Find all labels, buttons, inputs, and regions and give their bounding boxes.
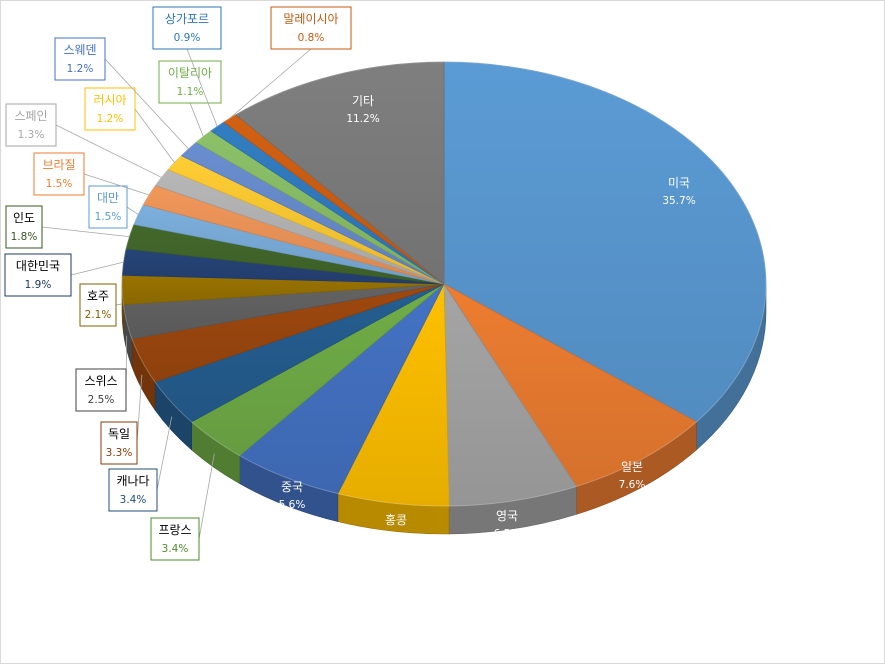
callout-box-19 bbox=[270, 6, 352, 50]
slice-label-9: 호주 bbox=[87, 289, 109, 303]
leader-line-16 bbox=[104, 58, 189, 150]
slice-value-20: 11.2% bbox=[346, 113, 379, 125]
callout-box-6 bbox=[108, 468, 158, 512]
slice-value-17: 1.1% bbox=[177, 86, 204, 98]
slice-value-7: 3.3% bbox=[106, 447, 133, 459]
slice-label-6: 캐나다 bbox=[116, 474, 149, 488]
slice-value-10: 1.9% bbox=[25, 279, 52, 291]
leader-line-17 bbox=[189, 102, 204, 137]
slice-value-19: 0.8% bbox=[298, 32, 325, 44]
slice-label-3: 홍콩 bbox=[385, 513, 407, 527]
slice-label-13: 브라질 bbox=[42, 158, 75, 172]
pie-rim bbox=[121, 61, 767, 507]
slice-label-8: 스위스 bbox=[84, 374, 117, 388]
data-labels: 미국 35.7% 일본 7.6% 영국 6.5% 홍콩 5.6% 중국 5.6% 프랑스 3.4% 캐나… bbox=[4, 6, 696, 561]
slice-label-17: 이탈리아 bbox=[168, 66, 212, 80]
slice-value-9: 2.1% bbox=[85, 309, 112, 321]
slice-label-11: 인도 bbox=[13, 211, 35, 225]
slice-label-14: 스페인 bbox=[14, 109, 47, 123]
slice-value-13: 1.5% bbox=[46, 178, 73, 190]
slice-label-18: 상가포르 bbox=[165, 12, 209, 26]
callout-box-5 bbox=[150, 517, 200, 561]
callout-box-7 bbox=[100, 421, 138, 465]
slice-label-5: 프랑스 bbox=[158, 523, 191, 537]
callout-box-18 bbox=[152, 6, 222, 50]
pie-slice-2[interactable] bbox=[443, 282, 577, 507]
pie-slice-0[interactable] bbox=[443, 61, 767, 423]
slice-value-11: 1.8% bbox=[11, 231, 38, 243]
slice-value-1: 7.6% bbox=[619, 479, 646, 491]
slice-value-2: 6.5% bbox=[494, 528, 521, 540]
slice-label-1: 일본 bbox=[621, 460, 643, 474]
callout-box-8 bbox=[75, 368, 127, 412]
pie-slice-20[interactable] bbox=[235, 61, 445, 285]
callout-box-16 bbox=[54, 37, 106, 81]
callout-box-9 bbox=[79, 283, 117, 327]
callout-box-10 bbox=[4, 253, 72, 297]
leader-line-14 bbox=[55, 124, 162, 178]
slice-label-0: 미국 bbox=[668, 176, 690, 190]
callout-box-11 bbox=[5, 205, 43, 249]
pie-slice-1[interactable] bbox=[443, 283, 697, 487]
callout-box-13 bbox=[33, 152, 85, 196]
slice-value-4: 5.6% bbox=[279, 499, 306, 511]
leader-line-9 bbox=[115, 303, 123, 306]
leader-line-10 bbox=[70, 261, 124, 276]
slice-value-3: 5.6% bbox=[383, 532, 410, 544]
leader-line-7 bbox=[136, 374, 143, 444]
pie-side-walls bbox=[121, 283, 767, 535]
slice-value-14: 1.3% bbox=[18, 129, 45, 141]
slice-label-20: 기타 bbox=[352, 94, 374, 108]
callout-box-12 bbox=[88, 185, 128, 229]
callout-box-14 bbox=[5, 103, 57, 147]
slice-value-16: 1.2% bbox=[67, 63, 94, 75]
callout-box-17 bbox=[158, 60, 222, 104]
slice-label-16: 스웨덴 bbox=[63, 43, 96, 57]
pie-slices bbox=[121, 61, 767, 507]
callout-box-15 bbox=[84, 87, 136, 131]
slice-value-12: 1.5% bbox=[95, 211, 122, 223]
slice-label-7: 독일 bbox=[108, 427, 130, 441]
leader-line-19 bbox=[229, 48, 312, 119]
slice-label-19: 말레이시아 bbox=[283, 12, 338, 26]
slice-value-5: 3.4% bbox=[162, 543, 189, 555]
slice-label-4: 중국 bbox=[281, 480, 303, 494]
leader-line-13 bbox=[83, 173, 150, 196]
slice-value-6: 3.4% bbox=[120, 494, 147, 506]
leader-line-5 bbox=[198, 453, 215, 540]
slice-label-12: 대만 bbox=[97, 191, 119, 205]
slice-label-10: 대한민국 bbox=[16, 259, 60, 273]
slice-value-8: 2.5% bbox=[88, 394, 115, 406]
slice-label-15: 러시아 bbox=[93, 93, 126, 107]
slice-value-0: 35.7% bbox=[662, 195, 695, 207]
slice-value-15: 1.2% bbox=[97, 113, 124, 125]
leader-line-6 bbox=[156, 416, 173, 491]
leader-line-18 bbox=[186, 48, 218, 127]
leader-line-12 bbox=[126, 206, 139, 215]
leader-line-11 bbox=[41, 226, 130, 238]
slice-label-2: 영국 bbox=[496, 509, 518, 523]
slice-value-18: 0.9% bbox=[174, 32, 201, 44]
leader-line-15 bbox=[134, 108, 175, 163]
